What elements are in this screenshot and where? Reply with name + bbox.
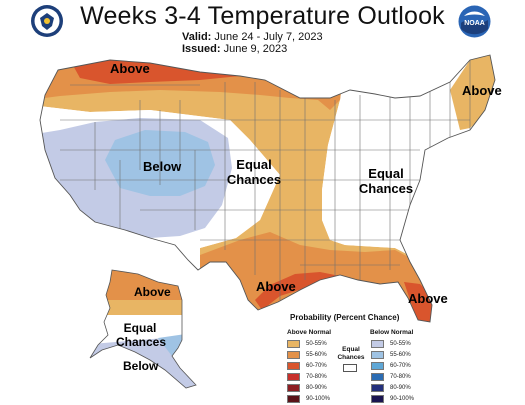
legend-below-label: 50-55%	[390, 341, 411, 347]
legend-above-swatch	[287, 340, 300, 348]
legend-equal-chances-label: Equal Chances	[336, 346, 366, 361]
issued-value: June 9, 2023	[223, 43, 288, 55]
issued-dates: Issued: June 9, 2023	[182, 43, 287, 55]
legend-below-label: 80-90%	[390, 385, 411, 391]
issued-label: Issued:	[182, 43, 221, 55]
state-boundaries	[60, 60, 471, 300]
label-equal-east-1: Equal	[368, 166, 404, 181]
legend-above-label: 90-100%	[306, 396, 331, 402]
label-equal-central-1: Equal	[236, 157, 272, 172]
legend-above-header: Above Normal	[287, 329, 332, 336]
legend-below-swatch	[371, 373, 384, 381]
label-equal-chances-central: Equal Chances	[226, 157, 282, 187]
legend-above-swatch	[287, 384, 300, 392]
region-above-60-70-florida	[404, 282, 440, 322]
legend-above-swatch	[287, 373, 300, 381]
legend-above-swatch	[287, 362, 300, 370]
legend-below-swatch	[371, 340, 384, 348]
label-above-gulf: Above	[256, 279, 296, 294]
legend-below-label: 55-60%	[390, 352, 411, 358]
label-below-west: Below	[143, 159, 182, 174]
noaa-logo-icon: NOAA	[458, 5, 491, 38]
region-ak-above-50-55	[90, 300, 196, 315]
legend-below-header: Below Normal	[370, 329, 414, 336]
label-equal-chances-alaska: Equal Chances	[116, 321, 167, 349]
legend-above-swatch	[287, 395, 300, 403]
svg-text:NOAA: NOAA	[464, 20, 485, 27]
legend-above-label: 70-80%	[306, 374, 327, 380]
legend-below-label: 90-100%	[390, 396, 415, 402]
label-equal-ak-2: Chances	[116, 335, 167, 349]
label-equal-ak-1: Equal	[123, 321, 157, 335]
legend-above-label: 60-70%	[306, 363, 327, 369]
legend-equal-chances-swatch	[343, 364, 357, 372]
label-above-alaska: Above	[134, 285, 171, 299]
legend-below-swatch	[371, 362, 384, 370]
legend-below-swatch	[371, 351, 384, 359]
valid-value: June 24 - July 7, 2023	[214, 31, 323, 43]
legend-above-swatch	[287, 351, 300, 359]
label-above-north: Above	[110, 61, 150, 76]
legend-above-label: 80-90%	[306, 385, 327, 391]
legend-below-swatch	[371, 384, 384, 392]
label-equal-east-2: Chances	[358, 181, 414, 196]
valid-dates: Valid: June 24 - July 7, 2023	[182, 31, 323, 43]
label-equal-central-2: Chances	[226, 172, 282, 187]
page-title: Weeks 3-4 Temperature Outlook	[80, 2, 445, 30]
label-above-florida: Above	[408, 291, 448, 306]
doc-seal-icon	[31, 5, 63, 37]
legend-below-label: 60-70%	[390, 363, 411, 369]
legend-above-label: 55-60%	[306, 352, 327, 358]
label-equal-chances-east: Equal Chances	[358, 166, 414, 196]
legend-above-label: 50-55%	[306, 341, 327, 347]
label-above-northeast: Above	[462, 83, 502, 98]
label-below-alaska: Below	[123, 359, 159, 373]
legend-equal-1: Equal	[342, 346, 360, 353]
valid-label: Valid:	[182, 31, 212, 43]
legend-title: Probability (Percent Chance)	[290, 313, 400, 322]
legend-below-label: 70-80%	[390, 374, 411, 380]
legend-equal-2: Chances	[337, 353, 365, 361]
legend-below-swatch	[371, 395, 384, 403]
